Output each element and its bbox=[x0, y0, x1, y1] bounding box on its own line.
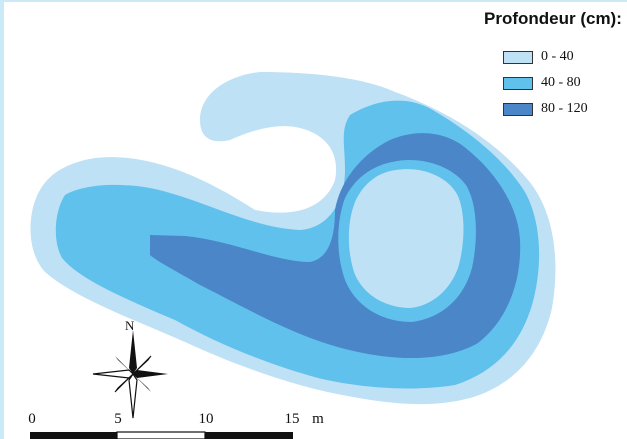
legend-item-40-80: 40 - 80 bbox=[503, 75, 581, 91]
north-arrow-icon bbox=[92, 330, 168, 419]
north-label: N bbox=[125, 318, 135, 333]
scale-segment-3 bbox=[205, 432, 293, 439]
scale-label-0: 0 bbox=[28, 411, 36, 427]
scale-segment-1 bbox=[30, 432, 117, 439]
legend-swatch bbox=[503, 102, 533, 116]
scale-bar bbox=[30, 431, 293, 439]
scale-segment-2 bbox=[116, 431, 206, 439]
scale-label-10: 10 bbox=[198, 411, 214, 427]
legend-title: Profondeur (cm): bbox=[484, 9, 622, 28]
scale-label-5: 5 bbox=[114, 411, 122, 427]
scale-unit: m bbox=[312, 411, 324, 427]
legend-label: 0 - 40 bbox=[541, 49, 574, 64]
legend-item-80-120: 80 - 120 bbox=[503, 101, 588, 117]
legend-swatch bbox=[503, 76, 533, 90]
legend-label: 80 - 120 bbox=[541, 101, 588, 116]
legend-item-0-40: 0 - 40 bbox=[503, 49, 574, 65]
legend-label: 40 - 80 bbox=[541, 75, 581, 90]
legend-swatch bbox=[503, 50, 533, 64]
depth-zone-0-40-center bbox=[348, 169, 464, 308]
scale-label-15: 15 bbox=[284, 411, 300, 427]
